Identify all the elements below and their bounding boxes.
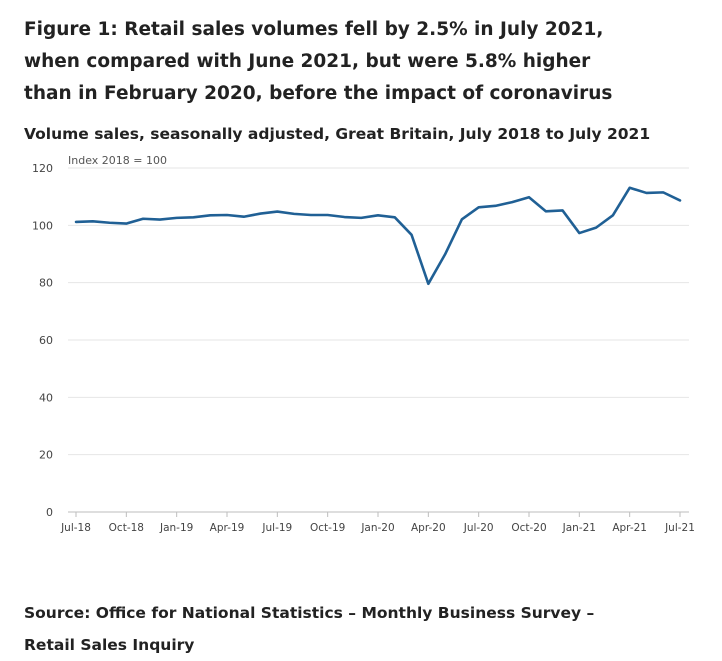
gridlines (68, 167, 689, 456)
x-tick-label: Jul-19 (261, 522, 292, 534)
y-tick-label: 40 (39, 391, 53, 404)
x-tick-label: Jan-21 (562, 522, 596, 534)
series-path (74, 186, 682, 286)
x-tick-label: Jul-18 (60, 522, 91, 534)
chart-title: Figure 1: Retail sales volumes fell by 2… (24, 19, 613, 104)
x-axis: Jul-18 Oct-18 Jan-19 Apr-19 Jul-19 Oct-19 Jan-… (60, 511, 695, 534)
x-tick-label: Jan-20 (360, 522, 394, 534)
y-axis-label: Index 2018 = 100 (68, 154, 167, 167)
line-chart: 0 20 40 60 80 100 120 Index 2018 = 100 Jul-18 O… (32, 154, 695, 534)
x-tick-label: Apr-21 (612, 522, 647, 534)
x-tick-label: Apr-19 (210, 522, 245, 534)
x-tick-label: Oct-19 (310, 522, 345, 534)
y-axis-ticks: 0 20 40 60 80 100 120 (32, 162, 53, 519)
series-line (74, 186, 682, 286)
y-tick-label: 120 (32, 162, 53, 175)
x-tick-label: Oct-18 (109, 522, 144, 534)
x-tick-label: Jul-21 (664, 522, 695, 534)
y-tick-label: 80 (39, 277, 53, 290)
x-tick-label: Apr-20 (411, 522, 446, 534)
chart-subtitle: Volume sales, seasonally adjusted, Great… (24, 125, 651, 143)
y-tick-label: 60 (39, 334, 53, 347)
y-tick-label: 100 (32, 219, 53, 232)
y-tick-label: 20 (39, 449, 53, 462)
source-note: Source: Office for National Statistics –… (24, 604, 595, 654)
x-tick-label: Jul-20 (463, 522, 494, 534)
x-tick-label: Jan-19 (159, 522, 193, 534)
y-tick-label: 0 (46, 506, 53, 519)
x-tick-label: Oct-20 (511, 522, 546, 534)
